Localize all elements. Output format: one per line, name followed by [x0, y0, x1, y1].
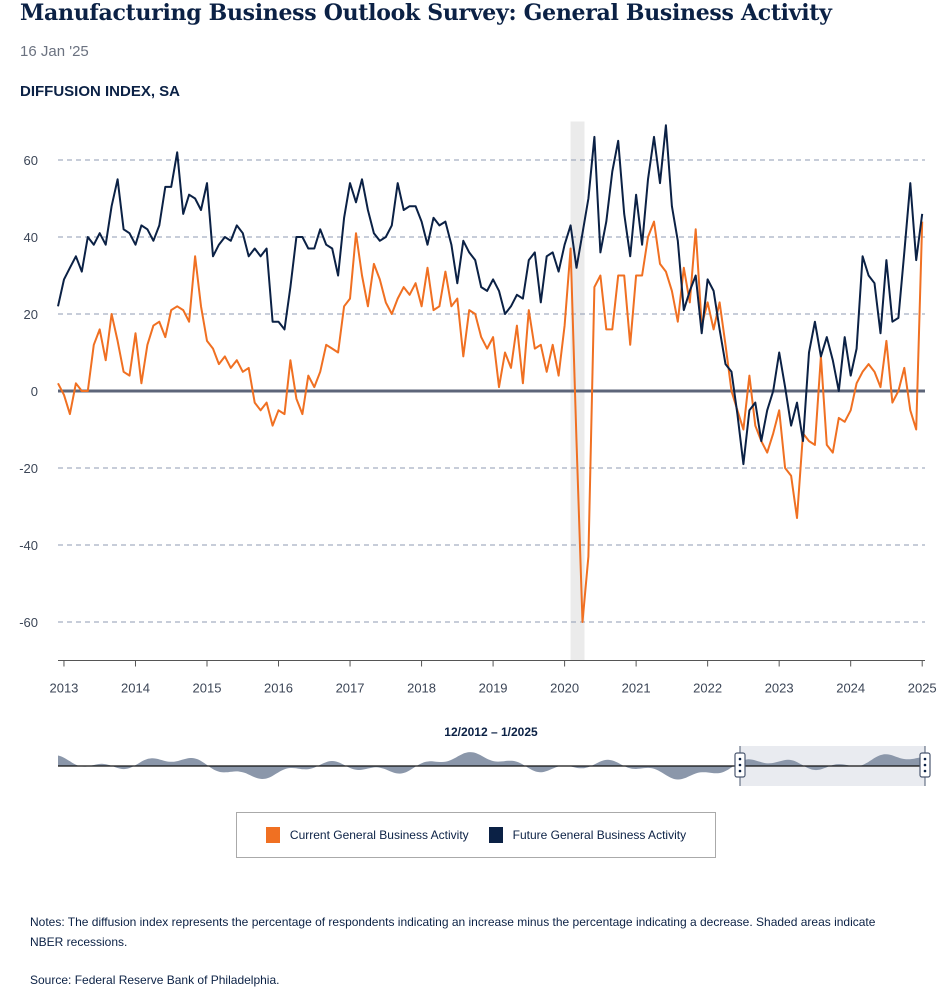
handle-grip-icon — [923, 757, 927, 761]
line-chart[interactable]: -60 -40 -20 0 20 40 60 2013 2014 2015 2016 2017 201… — [0, 0, 951, 800]
x-tick-label: 2023 — [765, 681, 794, 696]
handle-grip-icon — [738, 763, 742, 767]
handle-grip-icon — [923, 769, 927, 773]
x-tick-label: 2018 — [407, 681, 436, 696]
chart-subtitle: DIFFUSION INDEX, SA — [20, 83, 181, 100]
x-tick-label: 2024 — [836, 681, 865, 696]
legend-swatch-current — [265, 827, 280, 843]
y-tick-label: -40 — [19, 538, 38, 553]
legend-swatch-future — [488, 827, 503, 843]
source: Source: Federal Reserve Bank of Philadel… — [30, 973, 280, 987]
range-navigator[interactable] — [58, 746, 931, 786]
x-tick-label: 2015 — [193, 681, 222, 696]
handle-grip-icon — [738, 769, 742, 773]
x-tick-label: 2014 — [121, 681, 150, 696]
x-tick-label: 2022 — [693, 681, 722, 696]
legend-label: Current General Business Activity — [289, 828, 469, 842]
navigator-range-label: 12/2012 – 1/2025 — [444, 725, 538, 739]
legend-label: Future General Business Activity — [512, 828, 687, 842]
y-tick-label: 0 — [31, 384, 38, 399]
x-tick-label: 2019 — [479, 681, 508, 696]
y-tick-label: 60 — [24, 153, 38, 168]
legend-item-current[interactable]: Current General Business Activity — [265, 827, 469, 843]
series-line-current — [57, 220, 924, 623]
x-tick-label: 2025 — [908, 681, 937, 696]
legend-item-future[interactable]: Future General Business Activity — [488, 827, 687, 843]
y-tick-label: 20 — [24, 307, 38, 322]
page-title: Manufacturing Business Outlook Survey: G… — [20, 0, 832, 26]
y-tick-label: -60 — [19, 615, 38, 630]
legend: Current General Business Activity Future… — [236, 812, 716, 858]
x-tick-label: 2020 — [550, 681, 579, 696]
x-tick-label: 2021 — [622, 681, 651, 696]
y-tick-label: 40 — [24, 230, 38, 245]
x-tick-label: 2017 — [336, 681, 365, 696]
y-tick-label: -20 — [19, 461, 38, 476]
series-line-future — [57, 124, 924, 466]
handle-grip-icon — [923, 763, 927, 767]
notes: Notes: The diffusion index represents th… — [30, 915, 876, 949]
x-tick-label: 2013 — [49, 681, 78, 696]
release-date: 16 Jan '25 — [20, 43, 89, 60]
handle-grip-icon — [738, 757, 742, 761]
x-tick-label: 2016 — [264, 681, 293, 696]
